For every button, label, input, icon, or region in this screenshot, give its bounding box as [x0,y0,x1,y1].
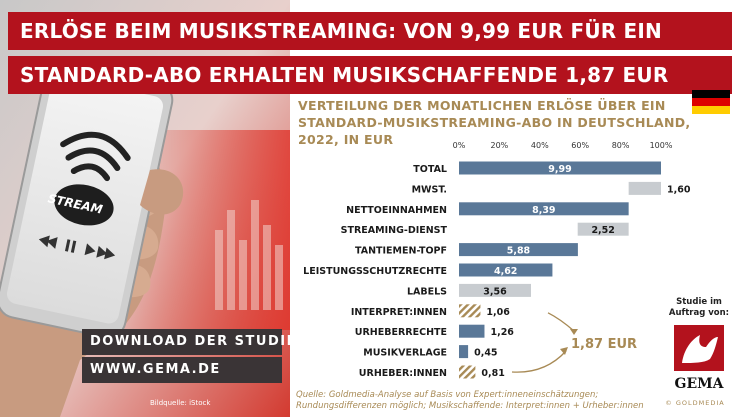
category-label: NETTOEINNAHMEN [346,205,447,216]
category-label: URHEBERRECHTE [355,327,447,338]
category-label: STREAMING-DIENST [341,225,448,236]
headline-line-1: ERLÖSE BEIM MUSIKSTREAMING: VON 9,99 EUR… [8,12,732,50]
annotation-arrow [547,312,575,332]
bar [459,324,485,338]
bar-value-label: 0,45 [474,348,497,359]
download-study-label: DOWNLOAD DER STUDIE: [82,329,302,355]
x-tick-label: 80% [612,141,630,150]
headline-line-2: STANDARD-ABO ERHALTEN MUSIKSCHAFFENDE 1,… [8,56,732,94]
x-tick-label: 20% [491,141,509,150]
bar [459,304,481,318]
source-footnote: Quelle: Goldmedia-Analyse auf Basis von … [296,390,644,412]
photo-credit: Bildquelle: iStock [150,399,211,407]
bar-value-label: 1,06 [486,307,510,318]
chart-title-line-2: STANDARD-MUSIKSTREAMING-ABO IN DEUTSCHLA… [298,115,691,130]
commissioned-by-label: Studie im Auftrag von: [664,297,734,318]
category-label: LEISTUNGSSCHUTZRECHTE [303,266,447,277]
musikschaffende-total-label: 1,87 EUR [571,337,637,352]
chart-title-line-3: 2022, IN EUR [298,132,394,147]
gema-logo-icon [674,325,724,371]
category-label: LABELS [407,286,447,297]
sponsor-line-1: Studie im [676,297,722,307]
x-tick-label: 0% [453,141,466,150]
bar [628,181,661,195]
category-label: MWST. [412,184,447,195]
bar [459,243,578,257]
category-label: INTERPRET:INNEN [351,307,447,318]
bar [459,202,629,216]
x-tick-label: 100% [650,141,673,150]
category-label: TANTIEMEN-TOPF [355,246,447,257]
x-tick-label: 40% [531,141,549,150]
arrow-head [560,347,568,355]
bar-value-label: 9,99 [548,164,571,175]
bar-value-label: 1,60 [667,184,691,195]
footnote-line-2: Rundungsdifferenzen möglich; Musikschaff… [296,401,644,411]
bar [459,283,531,297]
category-label: MUSIKVERLAGE [363,348,447,359]
bar [459,161,661,175]
category-label: TOTAL [413,164,447,175]
chart-title: VERTEILUNG DER MONATLICHEN ERLÖSE ÜBER E… [298,97,691,148]
german-flag-icon [692,90,730,114]
gema-logo-word: GEMA [674,376,724,392]
bar-value-label: 1,26 [490,327,514,338]
bar [459,263,553,277]
bar-value-label: 5,88 [507,246,531,257]
footnote-line-1: Quelle: Goldmedia-Analyse auf Basis von … [296,390,599,400]
bar [459,365,476,379]
sponsor-line-2: Auftrag von: [668,307,730,318]
gema-website-link[interactable]: WWW.GEMA.DE [82,357,282,383]
bar-value-label: 8,39 [532,205,555,216]
bar-value-label: 4,62 [494,266,517,277]
category-label: URHEBER:INNEN [359,368,447,379]
bar-value-label: 2,52 [591,225,614,236]
chart-title-line-1: VERTEILUNG DER MONATLICHEN ERLÖSE ÜBER E… [298,98,666,113]
x-tick-label: 60% [571,141,589,150]
bar-value-label: 0,81 [481,368,504,379]
bar-value-label: 3,56 [483,286,507,297]
goldmedia-credit: © GOLDMEDIA [665,399,725,407]
bar [459,345,469,359]
annotation-arrow [511,350,567,373]
bar [577,222,629,236]
arrow-head [570,329,578,335]
